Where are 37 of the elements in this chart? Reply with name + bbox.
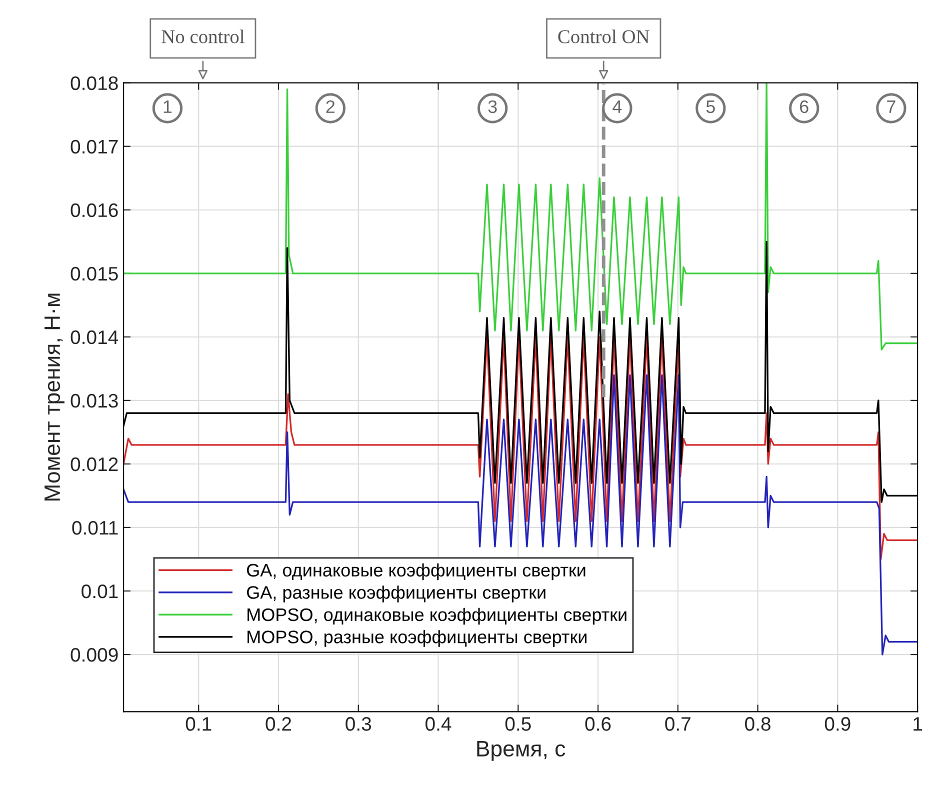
y-tick-label: 0.017 (70, 140, 118, 154)
x-tick-label: 0.7 (665, 717, 690, 731)
legend-label: GA, разные коэффициенты свертки (246, 586, 546, 602)
legend-label: GA, одинаковые коэффициенты свертки (246, 563, 586, 580)
annotation: 4 (612, 100, 622, 113)
annotation: 6 (800, 100, 808, 114)
y-tick-label: 0.009 (70, 648, 118, 662)
x-tick-label: 0.9 (824, 717, 850, 731)
text: No control (162, 30, 244, 44)
y-tick-label: 0.015 (70, 266, 118, 281)
y-axis-title: Момент трения, Н·м (44, 294, 64, 500)
x-tick-label: 0.2 (266, 717, 292, 731)
annotation: 3 (488, 100, 497, 114)
y-tick-label: 0.011 (72, 520, 118, 535)
annotation: 7 (887, 100, 896, 113)
ref-line-label: Control ON (558, 30, 650, 44)
legend-label: MOPSO, одинаковые коэффициенты свертки (248, 608, 626, 625)
x-tick-label: 0.8 (745, 717, 770, 731)
x-tick-label: 0.1 (186, 717, 212, 731)
x-tick-label: 0.5 (505, 717, 531, 731)
y-tick-label: 0.01 (82, 584, 118, 598)
y-tick-label: 0.018 (70, 76, 118, 90)
x-tick-label: 0.4 (426, 717, 452, 731)
y-tick-label: 0.013 (70, 394, 118, 408)
y-tick-label: 0.014 (70, 330, 118, 344)
x-tick-label: 0.6 (585, 717, 611, 731)
line-series (124, 374, 918, 656)
y-tick-label: 0.016 (70, 203, 118, 218)
annotation: 2 (326, 100, 335, 113)
y-tick-label: 0.012 (70, 457, 118, 472)
x-tick-label: 0.3 (346, 717, 372, 731)
annotation: 1 (164, 100, 172, 113)
annotation: 5 (706, 100, 715, 114)
x-tick-label: 1 (914, 717, 922, 731)
line-series (124, 336, 918, 560)
legend-label: MOPSO, разные коэффициенты свертки (248, 630, 586, 647)
x-axis-title: Время, с (477, 741, 566, 761)
